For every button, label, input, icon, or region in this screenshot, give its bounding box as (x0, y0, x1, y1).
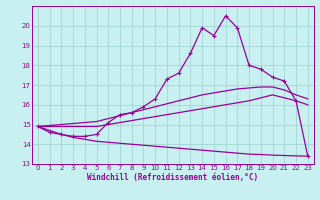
X-axis label: Windchill (Refroidissement éolien,°C): Windchill (Refroidissement éolien,°C) (87, 173, 258, 182)
